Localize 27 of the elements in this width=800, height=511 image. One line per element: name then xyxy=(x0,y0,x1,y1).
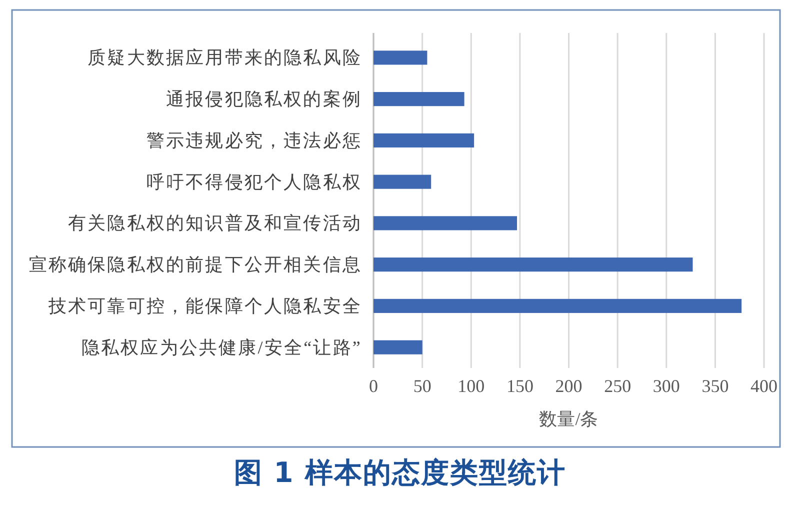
y-tick-label: 质疑大数据应用带来的隐私风险 xyxy=(88,48,362,68)
bar xyxy=(374,50,428,65)
y-tick-label: 宣称确保隐私权的前提下公开相关信息 xyxy=(28,254,362,275)
y-tick-label: 呼吁不得侵犯个人隐私权 xyxy=(146,172,362,192)
bar xyxy=(374,216,518,230)
y-tick-label: 技术可靠可控，能保障个人隐私安全 xyxy=(47,296,362,316)
bar xyxy=(374,258,693,272)
x-tick-label: 350 xyxy=(702,376,729,396)
y-tick-label: 通报侵犯隐私权的案例 xyxy=(166,89,362,110)
bar xyxy=(374,298,742,313)
x-tick-label: 100 xyxy=(458,376,485,396)
y-tick-label: 警示违规必究，违法必惩 xyxy=(146,130,362,150)
text: 图 1 样本的态度类型统计 xyxy=(234,456,566,489)
x-tick-label: 400 xyxy=(750,376,778,396)
bar xyxy=(374,133,474,148)
y-tick-label: 隐私权应为公共健康/安全“让路” xyxy=(81,337,362,358)
x-axis-title: 数量/条 xyxy=(539,409,598,429)
x-tick-label: 200 xyxy=(555,376,582,396)
x-tick-label: 150 xyxy=(506,376,534,396)
x-tick-label: 0 xyxy=(369,376,378,396)
bar xyxy=(374,340,422,354)
y-tick-label: 有关隐私权的知识普及和宣传活动 xyxy=(68,213,362,234)
x-tick-label: 300 xyxy=(652,376,680,396)
x-tick-label: 50 xyxy=(413,376,432,396)
x-tick-label: 250 xyxy=(604,376,632,396)
bar xyxy=(374,92,464,106)
bar xyxy=(374,174,432,189)
